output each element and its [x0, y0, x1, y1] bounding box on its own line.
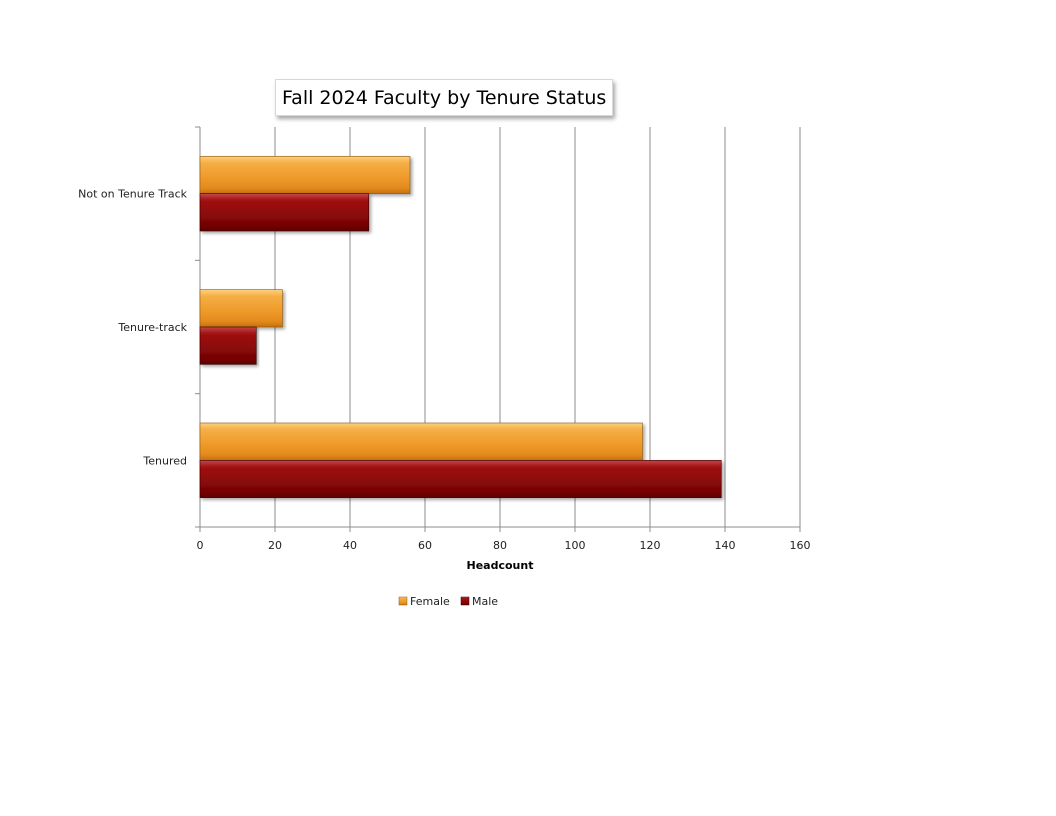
bar-female-not-on-tenure-track: [199, 156, 411, 194]
x-tick-label: 100: [565, 539, 586, 552]
legend: Female Male: [398, 595, 498, 608]
x-tick-label: 80: [493, 539, 507, 552]
bar-male-tenured: [199, 460, 722, 498]
category-label: Tenured: [142, 454, 187, 467]
x-tick-label: 20: [268, 539, 282, 552]
category-label: Tenure-track: [117, 321, 187, 334]
x-tick-label: 0: [197, 539, 204, 552]
bars: [199, 156, 722, 498]
bar-male-not-on-tenure-track: [199, 193, 370, 232]
chart-title: Fall 2024 Faculty by Tenure Status: [282, 86, 607, 109]
legend-label-male: Male: [472, 595, 498, 608]
legend-swatch-female: [398, 596, 408, 606]
bar-female-tenured: [199, 422, 643, 461]
x-tick-label: 40: [343, 539, 357, 552]
axis-labels: 0 20 40 60 80 100 120 140 160 Tenured Tenure-track…: [78, 188, 810, 572]
legend-label-female: Female: [410, 595, 450, 608]
bar-female-tenure-track: [199, 289, 283, 328]
x-tick-label: 140: [715, 539, 736, 552]
x-tick-label: 160: [790, 539, 811, 552]
category-label: Not on Tenure Track: [78, 188, 187, 201]
x-tick-label: 60: [418, 539, 432, 552]
x-tick-label: 120: [640, 539, 661, 552]
x-axis-title: Headcount: [467, 559, 534, 572]
legend-swatch-male: [460, 596, 470, 606]
chart-title-box: Fall 2024 Faculty by Tenure Status: [275, 79, 614, 116]
bar-male-tenure-track: [199, 326, 257, 365]
